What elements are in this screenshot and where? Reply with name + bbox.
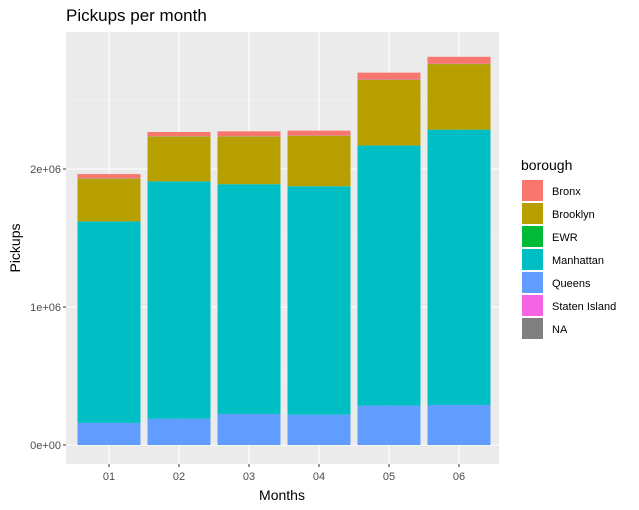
- bar-segment-brooklyn: [427, 64, 491, 130]
- legend-key-bronx: [522, 180, 543, 201]
- legend: borough Bronx Brooklyn EWR Manhattan Queens S…: [521, 157, 616, 339]
- legend-label: Manhattan: [552, 255, 604, 267]
- bar-segment-brooklyn: [357, 79, 421, 146]
- legend-label: Bronx: [552, 186, 581, 198]
- bar-segment-queens: [357, 405, 421, 445]
- x-tick-label: 03: [243, 471, 255, 483]
- bar-segment-bronx: [217, 131, 281, 137]
- x-axis-title: Months: [259, 487, 305, 503]
- bar-segment-brooklyn: [77, 178, 141, 222]
- x-tick-label: 04: [313, 471, 325, 483]
- bar-stack-06: [427, 56, 491, 445]
- bar-segment-queens: [217, 413, 281, 445]
- bar-stack-02: [147, 132, 211, 445]
- x-axis: 01 02 03 04 05 06: [103, 464, 465, 483]
- bar-segment-bronx: [427, 56, 491, 64]
- legend-key-brooklyn: [522, 203, 543, 224]
- legend-key-queens: [522, 272, 543, 293]
- bar-segment-brooklyn: [217, 136, 281, 185]
- bar-segment-bronx: [357, 72, 421, 80]
- x-tick-label: 06: [453, 471, 465, 483]
- legend-label: Queens: [552, 278, 591, 290]
- bar-segment-manhattan: [357, 145, 421, 406]
- bar-segment-manhattan: [147, 181, 211, 419]
- legend-key-manhattan: [522, 249, 543, 270]
- bar-stack-01: [77, 174, 141, 445]
- legend-label: Brooklyn: [552, 209, 595, 221]
- legend-key-na: [522, 318, 543, 339]
- y-tick-label: 0e+00: [30, 440, 61, 452]
- y-axis: 0e+00 1e+06 2e+06: [30, 164, 66, 452]
- y-tick-label: 1e+06: [30, 302, 61, 314]
- bar-stack-05: [357, 72, 421, 445]
- x-tick-label: 02: [173, 471, 185, 483]
- x-tick-label: 05: [383, 471, 395, 483]
- legend-key-ewr: [522, 226, 543, 247]
- bar-segment-queens: [287, 414, 351, 445]
- bars: [77, 56, 491, 445]
- bar-segment-manhattan: [77, 221, 141, 423]
- legend-key-staten-island: [522, 295, 543, 316]
- bar-segment-brooklyn: [147, 136, 211, 182]
- bar-segment-manhattan: [217, 184, 281, 414]
- bar-segment-bronx: [77, 174, 141, 179]
- bar-segment-queens: [427, 404, 491, 445]
- chart-title: Pickups per month: [66, 6, 207, 25]
- bar-segment-queens: [77, 422, 141, 445]
- y-axis-title: Pickups: [7, 223, 23, 272]
- x-tick-label: 01: [103, 471, 115, 483]
- legend-label: NA: [552, 324, 568, 336]
- bar-segment-brooklyn: [287, 135, 351, 187]
- y-tick-label: 2e+06: [30, 164, 61, 176]
- bar-segment-manhattan: [287, 186, 351, 415]
- bar-segment-queens: [147, 418, 211, 445]
- bar-stack-04: [287, 130, 351, 445]
- legend-title: borough: [521, 157, 572, 173]
- bar-segment-bronx: [287, 130, 351, 136]
- legend-label: Staten Island: [552, 301, 616, 313]
- legend-label: EWR: [552, 232, 578, 244]
- bar-segment-bronx: [147, 132, 211, 137]
- bar-stack-03: [217, 131, 281, 445]
- bar-segment-manhattan: [427, 129, 491, 405]
